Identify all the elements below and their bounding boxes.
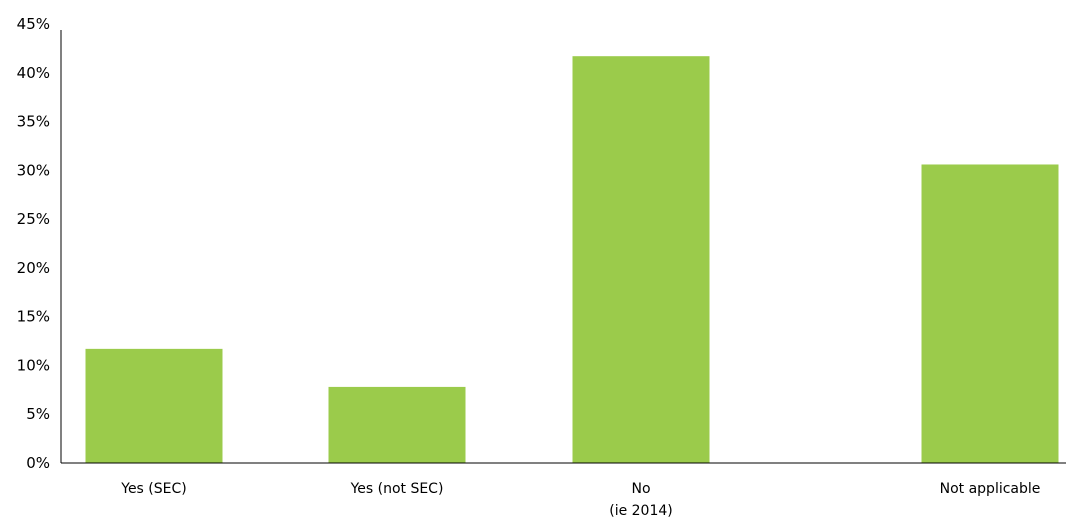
bar — [921, 164, 1059, 464]
bar — [85, 348, 223, 463]
y-tick-label: 45% — [17, 15, 50, 33]
bar — [328, 386, 466, 463]
y-tick-label: 25% — [17, 210, 50, 228]
x-category-label: Yes (not SEC) — [350, 481, 444, 497]
x-category-label-line: No — [631, 481, 650, 497]
x-category-label-line: Yes (not SEC) — [350, 481, 444, 497]
y-tick-label: 5% — [26, 405, 50, 423]
x-category-label: Yes (SEC) — [120, 481, 186, 497]
y-tick-label: 20% — [17, 259, 50, 277]
x-category-label-line: Not applicable — [940, 481, 1041, 497]
y-tick-label: 30% — [17, 161, 50, 179]
y-axis-ticks: 0% 5% 10% 15% 20% 25% 30% 35% 40% 45% — [17, 15, 50, 472]
bars — [85, 56, 1059, 464]
x-category-label: No (ie 2014) — [609, 481, 673, 517]
y-tick-label: 15% — [17, 308, 50, 326]
bar — [572, 56, 710, 464]
y-tick-label: 35% — [17, 113, 50, 131]
y-tick-label: 0% — [26, 454, 50, 472]
x-category-label: Not applicable — [940, 481, 1041, 497]
y-tick-label: 10% — [17, 356, 50, 374]
x-category-label-line: Yes (SEC) — [120, 481, 186, 497]
y-tick-label: 40% — [17, 64, 50, 82]
x-axis-labels: Yes (SEC) Yes (not SEC) No (ie 2014) Not app… — [120, 481, 1040, 517]
x-category-label-line: (ie 2014) — [609, 503, 673, 517]
